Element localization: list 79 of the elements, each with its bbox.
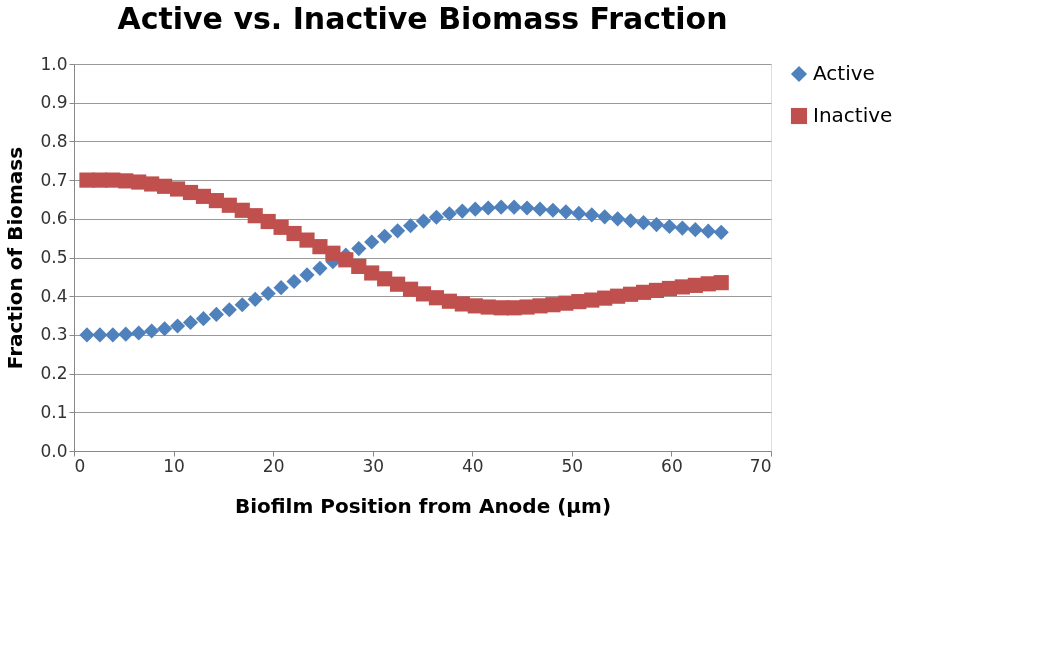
point xyxy=(441,206,457,222)
point xyxy=(428,209,445,225)
point xyxy=(182,314,199,331)
y-axis-title: Fraction of Biomass xyxy=(3,146,28,370)
y-tick-label: 0.1 xyxy=(40,401,68,422)
x-tick-label: 70 xyxy=(749,455,772,476)
point xyxy=(247,291,263,307)
x-tick-label: 0 xyxy=(74,455,86,476)
point xyxy=(493,199,509,215)
point xyxy=(467,201,483,217)
point xyxy=(169,181,186,197)
point xyxy=(221,302,237,318)
point xyxy=(364,234,380,250)
point xyxy=(674,220,690,236)
point xyxy=(273,280,289,296)
y-tick-label: 0.0 xyxy=(40,440,68,461)
point xyxy=(700,223,716,239)
x-tick-label: 50 xyxy=(561,455,584,476)
point xyxy=(480,200,496,216)
point xyxy=(597,209,613,225)
point xyxy=(390,223,406,239)
point xyxy=(519,200,535,216)
point xyxy=(351,241,367,257)
point xyxy=(144,323,160,339)
point xyxy=(260,285,276,302)
point xyxy=(687,222,703,238)
y-tick-label: 0.3 xyxy=(40,324,68,345)
x-tick-label: 30 xyxy=(362,455,385,476)
y-tick-label: 0.4 xyxy=(40,285,68,306)
x-tick-label: 10 xyxy=(163,455,185,476)
point xyxy=(364,265,380,281)
point xyxy=(377,228,393,244)
point xyxy=(208,306,224,322)
point xyxy=(571,205,587,221)
point xyxy=(286,273,302,290)
y-tick-label: 1.0 xyxy=(40,53,68,74)
point xyxy=(118,326,134,342)
chart-title: Active vs. Inactive Biomass Fraction xyxy=(117,1,728,36)
point xyxy=(713,275,729,291)
y-tick-label: 0.2 xyxy=(40,363,68,384)
point xyxy=(713,224,729,240)
point xyxy=(610,211,626,227)
point xyxy=(260,213,276,230)
point xyxy=(558,204,574,220)
y-tick-label: 0.7 xyxy=(40,169,68,190)
x-tick-label: 20 xyxy=(262,455,285,476)
y-tick-label: 0.8 xyxy=(40,130,68,151)
x-tick-label: 60 xyxy=(661,455,683,476)
x-tick-label: 40 xyxy=(461,455,484,476)
point xyxy=(648,217,665,233)
y-tick-label: 0.5 xyxy=(40,247,68,267)
point xyxy=(195,311,212,327)
point xyxy=(532,201,548,217)
point xyxy=(79,327,95,343)
legend-label: Inactive xyxy=(813,103,893,127)
point xyxy=(169,318,186,334)
point xyxy=(351,258,367,274)
point xyxy=(247,208,263,224)
point xyxy=(506,199,522,215)
point xyxy=(635,215,652,231)
point xyxy=(415,213,432,229)
y-tick-label: 0.6 xyxy=(40,208,68,229)
point xyxy=(454,203,470,219)
point xyxy=(402,218,419,234)
y-tick-label: 0.9 xyxy=(40,92,68,113)
x-axis-title: Biofilm Position from Anode (μm) xyxy=(234,493,612,518)
point xyxy=(92,327,108,343)
point xyxy=(545,202,561,218)
point xyxy=(661,218,678,235)
point xyxy=(584,207,600,223)
point xyxy=(234,297,250,313)
point xyxy=(377,271,393,287)
point xyxy=(299,267,315,283)
point xyxy=(131,325,147,341)
point xyxy=(623,213,639,229)
point xyxy=(105,327,121,343)
legend-label: Active xyxy=(813,61,875,85)
point xyxy=(157,321,173,337)
point xyxy=(312,260,328,276)
